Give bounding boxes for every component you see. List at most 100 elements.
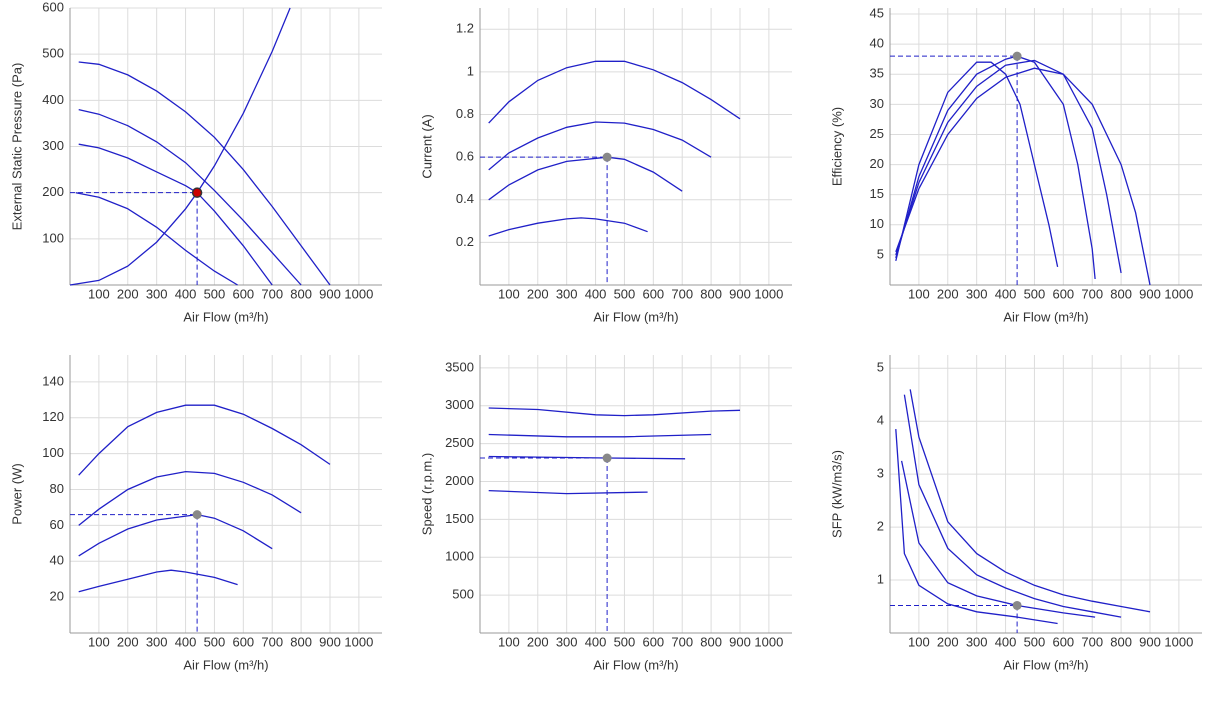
x-tick-label: 200 — [527, 634, 549, 649]
x-tick-label: 400 — [175, 286, 197, 301]
x-tick-label: 400 — [995, 634, 1017, 649]
x-tick-label: 1000 — [344, 286, 373, 301]
x-tick-label: 600 — [642, 286, 664, 301]
y-tick-label: 0.2 — [456, 234, 474, 249]
curve — [78, 143, 273, 286]
y-tick-label: 0.8 — [456, 106, 474, 121]
y-tick-label: 5 — [877, 246, 884, 261]
x-tick-label: 700 — [1081, 286, 1103, 301]
x-tick-label: 300 — [966, 634, 988, 649]
x-tick-label: 300 — [556, 634, 578, 649]
y-tick-label: 0.4 — [456, 191, 474, 206]
x-tick-label: 100 — [498, 286, 520, 301]
x-axis-label: Air Flow (m³/h) — [593, 309, 678, 324]
x-tick-label: 900 — [1139, 634, 1161, 649]
y-tick-label: 60 — [50, 517, 64, 532]
y-tick-label: 2500 — [445, 435, 474, 450]
x-axis-label: Air Flow (m³/h) — [593, 657, 678, 672]
x-tick-label: 100 — [88, 634, 110, 649]
curve — [78, 569, 238, 593]
x-tick-label: 200 — [117, 286, 139, 301]
operating-point — [1012, 600, 1022, 610]
y-tick-label: 400 — [42, 92, 64, 107]
y-tick-label: 300 — [42, 138, 64, 153]
y-axis-label: SFP (kW/m3/s) — [829, 450, 844, 538]
x-axis-label: Air Flow (m³/h) — [183, 657, 268, 672]
x-tick-label: 1000 — [1164, 286, 1193, 301]
x-tick-label: 200 — [527, 286, 549, 301]
x-tick-label: 700 — [671, 286, 693, 301]
y-tick-label: 40 — [870, 36, 884, 51]
curve — [488, 489, 648, 495]
x-tick-label: 200 — [117, 634, 139, 649]
curve — [488, 60, 741, 124]
y-axis-label: Current (A) — [419, 114, 434, 178]
x-tick-label: 100 — [908, 286, 930, 301]
curve — [488, 217, 648, 237]
y-tick-label: 120 — [42, 409, 64, 424]
operating-point — [602, 152, 612, 162]
y-tick-label: 20 — [50, 589, 64, 604]
y-tick-label: 5 — [877, 360, 884, 375]
curve — [895, 67, 1151, 286]
curve — [69, 7, 291, 286]
curve — [78, 404, 331, 476]
x-axis-label: Air Flow (m³/h) — [183, 309, 268, 324]
curve — [895, 61, 1059, 268]
y-tick-label: 3 — [877, 466, 884, 481]
x-tick-label: 800 — [1110, 634, 1132, 649]
x-tick-label: 100 — [498, 634, 520, 649]
x-tick-label: 600 — [232, 634, 254, 649]
x-tick-label: 700 — [261, 286, 283, 301]
x-tick-label: 1000 — [754, 634, 783, 649]
y-tick-label: 15 — [870, 186, 884, 201]
y-tick-label: 1 — [467, 63, 474, 78]
curve — [78, 513, 273, 557]
y-axis-label: Efficiency (%) — [829, 107, 844, 186]
x-tick-label: 700 — [671, 634, 693, 649]
y-tick-label: 20 — [870, 156, 884, 171]
x-tick-label: 300 — [146, 286, 168, 301]
x-tick-label: 700 — [261, 634, 283, 649]
y-tick-label: 100 — [42, 230, 64, 245]
y-tick-label: 140 — [42, 373, 64, 388]
x-axis-label: Air Flow (m³/h) — [1003, 657, 1088, 672]
x-tick-label: 500 — [614, 286, 636, 301]
curve — [488, 156, 683, 201]
y-tick-label: 1500 — [445, 511, 474, 526]
x-tick-label: 900 — [319, 286, 341, 301]
x-tick-label: 900 — [319, 634, 341, 649]
y-tick-label: 3500 — [445, 359, 474, 374]
x-tick-label: 500 — [204, 634, 226, 649]
y-tick-label: 40 — [50, 553, 64, 568]
x-tick-label: 500 — [1024, 286, 1046, 301]
x-tick-label: 1000 — [754, 286, 783, 301]
x-tick-label: 500 — [614, 634, 636, 649]
x-tick-label: 1000 — [1164, 634, 1193, 649]
y-tick-label: 1000 — [445, 549, 474, 564]
x-tick-label: 400 — [585, 634, 607, 649]
x-tick-label: 700 — [1081, 634, 1103, 649]
x-tick-label: 400 — [585, 286, 607, 301]
x-tick-label: 600 — [642, 634, 664, 649]
y-tick-label: 0.6 — [456, 149, 474, 164]
x-tick-label: 800 — [1110, 286, 1132, 301]
x-tick-label: 800 — [290, 634, 312, 649]
y-tick-label: 25 — [870, 126, 884, 141]
x-tick-label: 100 — [88, 286, 110, 301]
operating-point — [602, 453, 612, 463]
x-tick-label: 600 — [1052, 634, 1074, 649]
x-tick-label: 200 — [937, 286, 959, 301]
curve — [78, 61, 331, 286]
x-tick-label: 900 — [729, 634, 751, 649]
operating-point — [1012, 51, 1022, 61]
x-tick-label: 300 — [556, 286, 578, 301]
y-tick-label: 100 — [42, 445, 64, 460]
y-tick-label: 10 — [870, 216, 884, 231]
curve — [909, 389, 1151, 613]
x-tick-label: 100 — [908, 634, 930, 649]
y-tick-label: 500 — [452, 587, 474, 602]
curve — [900, 460, 1096, 618]
y-axis-label: Speed (r.p.m.) — [419, 453, 434, 535]
x-tick-label: 900 — [729, 286, 751, 301]
